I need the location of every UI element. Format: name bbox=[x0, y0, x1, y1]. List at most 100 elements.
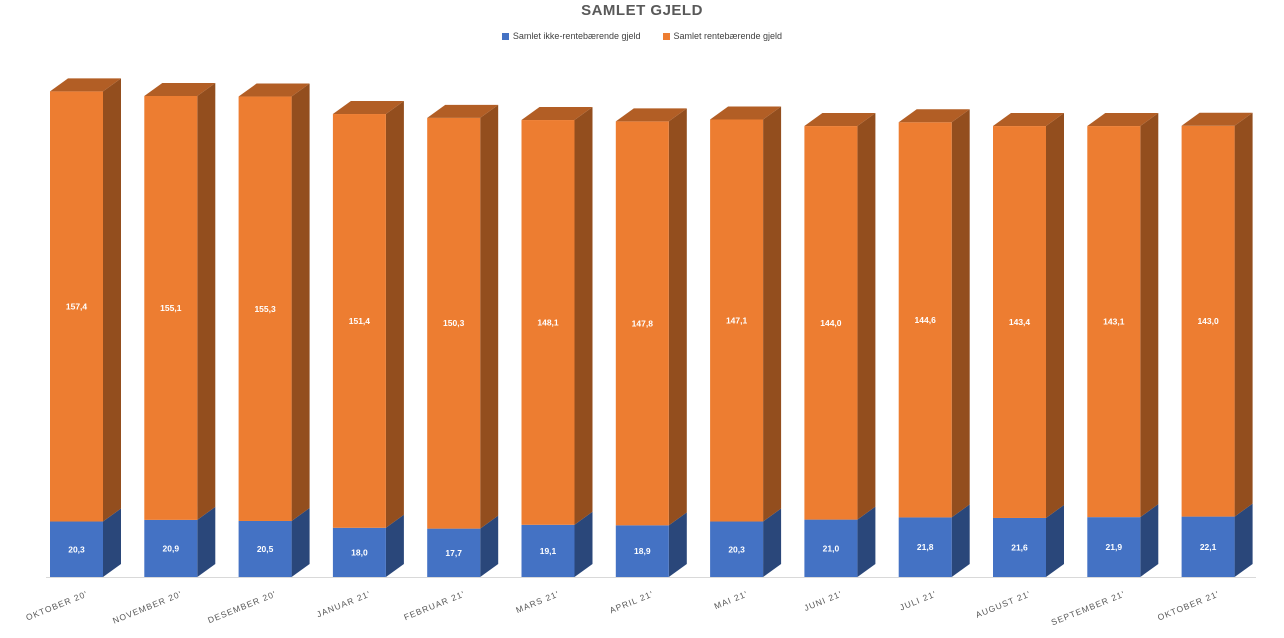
bar-top-2 bbox=[238, 83, 310, 97]
bar-side-non-interest-0 bbox=[103, 508, 121, 577]
bar-side-interest-4 bbox=[480, 104, 499, 529]
x-tick-label-3: JANUAR 21' bbox=[315, 589, 372, 620]
bar-top-3 bbox=[332, 101, 404, 115]
bar-side-non-interest-12 bbox=[1234, 503, 1253, 577]
bar-non-interest-6 bbox=[615, 525, 669, 577]
data-label-non-interest-6: 18,9 bbox=[634, 546, 651, 556]
bar-side-non-interest-5 bbox=[574, 511, 593, 577]
bar-side-interest-6 bbox=[668, 108, 687, 526]
bar-side-interest-10 bbox=[1046, 113, 1064, 518]
bar-side-interest-5 bbox=[574, 107, 593, 525]
legend-swatch-non-interest bbox=[501, 32, 509, 40]
data-label-non-interest-8: 21,0 bbox=[823, 543, 840, 553]
bar-side-interest-7 bbox=[763, 106, 782, 522]
data-label-interest-5: 148,1 bbox=[537, 317, 559, 327]
bar-side-interest-11 bbox=[1140, 113, 1159, 518]
data-label-non-interest-10: 21,6 bbox=[1011, 542, 1028, 552]
data-label-non-interest-1: 20,9 bbox=[163, 543, 180, 553]
bar-non-interest-10 bbox=[993, 517, 1046, 577]
data-label-non-interest-7: 20,3 bbox=[728, 544, 745, 554]
bar-interest-0 bbox=[50, 91, 103, 522]
data-label-interest-6: 147,8 bbox=[632, 318, 654, 328]
bar-top-12 bbox=[1181, 112, 1253, 126]
legend-label-non-interest: Samlet ikke-rentebærende gjeld bbox=[512, 31, 641, 41]
bar-side-interest-12 bbox=[1234, 112, 1253, 517]
data-label-non-interest-9: 21,8 bbox=[917, 542, 934, 552]
bar-side-interest-1 bbox=[197, 82, 216, 520]
data-label-interest-7: 147,1 bbox=[726, 316, 748, 326]
data-label-interest-4: 150,3 bbox=[443, 318, 465, 328]
legend-item-interest: Samlet rentebærende gjeld bbox=[662, 31, 783, 41]
chart-title: SAMLET GJELD bbox=[581, 2, 703, 19]
bar-interest-1 bbox=[144, 95, 198, 520]
x-tick-label-1: NOVEMBER 20' bbox=[111, 589, 183, 626]
bar-top-6 bbox=[615, 108, 687, 122]
bar-non-interest-2 bbox=[238, 520, 292, 577]
bar-side-non-interest-4 bbox=[480, 515, 499, 577]
x-tick-label-10: AUGUST 21' bbox=[974, 589, 1032, 620]
data-label-interest-3: 151,4 bbox=[349, 316, 371, 326]
bar-interest-3 bbox=[332, 114, 386, 528]
bar-top-10 bbox=[993, 113, 1064, 127]
legend: Samlet ikke-rentebærende gjeld Samlet re… bbox=[0, 31, 1284, 41]
bar-non-interest-8 bbox=[804, 519, 858, 577]
bar-non-interest-0 bbox=[50, 521, 103, 577]
bar-side-interest-9 bbox=[951, 109, 970, 518]
x-tick-label-5: MARS 21' bbox=[514, 589, 560, 616]
data-label-interest-12: 143,0 bbox=[1197, 316, 1219, 326]
data-label-interest-1: 155,1 bbox=[160, 303, 182, 313]
x-tick-label-11: SEPTEMBER 21' bbox=[1050, 589, 1127, 628]
data-label-non-interest-5: 19,1 bbox=[540, 546, 557, 556]
legend-label-interest: Samlet rentebærende gjeld bbox=[673, 31, 783, 41]
data-label-non-interest-0: 20,3 bbox=[68, 544, 85, 554]
bar-top-11 bbox=[1087, 113, 1159, 127]
bar-side-non-interest-3 bbox=[385, 514, 404, 577]
bar-top-0 bbox=[50, 78, 121, 92]
x-tick-label-12: OKTOBER 21' bbox=[1156, 589, 1221, 623]
bar-interest-8 bbox=[804, 126, 858, 520]
data-label-non-interest-11: 21,9 bbox=[1106, 542, 1123, 552]
bar-non-interest-7 bbox=[710, 521, 764, 577]
data-label-interest-11: 143,1 bbox=[1103, 317, 1125, 327]
bar-interest-5 bbox=[521, 120, 575, 525]
bar-interest-4 bbox=[427, 117, 481, 529]
bar-side-non-interest-1 bbox=[197, 506, 216, 577]
bar-non-interest-1 bbox=[144, 519, 198, 577]
bar-side-non-interest-2 bbox=[291, 507, 310, 577]
data-label-non-interest-2: 20,5 bbox=[257, 544, 274, 554]
bar-top-8 bbox=[804, 113, 876, 127]
bar-non-interest-9 bbox=[898, 517, 952, 577]
bar-top-4 bbox=[427, 104, 499, 118]
bar-non-interest-4 bbox=[427, 528, 481, 577]
bar-interest-9 bbox=[898, 122, 952, 518]
x-tick-label-6: APRIL 21' bbox=[608, 589, 655, 616]
bar-interest-12 bbox=[1181, 125, 1235, 517]
data-label-non-interest-3: 18,0 bbox=[351, 547, 368, 557]
bar-non-interest-12 bbox=[1181, 516, 1235, 577]
bar-interest-10 bbox=[993, 126, 1046, 518]
data-label-non-interest-12: 22,1 bbox=[1200, 542, 1217, 552]
x-tick-label-7: MAI 21' bbox=[713, 589, 750, 612]
bar-non-interest-3 bbox=[332, 527, 386, 577]
bar-side-interest-0 bbox=[103, 78, 121, 522]
bar-top-1 bbox=[144, 82, 216, 96]
data-label-interest-2: 155,3 bbox=[254, 304, 276, 314]
bar-side-non-interest-10 bbox=[1046, 504, 1064, 577]
x-tick-label-8: JUNI 21' bbox=[803, 589, 844, 613]
bar-top-9 bbox=[898, 109, 970, 123]
bar-side-interest-8 bbox=[857, 113, 876, 520]
bar-side-interest-2 bbox=[291, 83, 310, 521]
data-label-interest-8: 144,0 bbox=[820, 318, 842, 328]
bar-interest-2 bbox=[238, 96, 292, 521]
bar-interest-11 bbox=[1087, 126, 1141, 518]
data-label-interest-10: 143,4 bbox=[1009, 317, 1031, 327]
legend-swatch-interest bbox=[662, 32, 670, 40]
x-tick-label-2: DESEMBER 20' bbox=[206, 589, 278, 626]
bar-side-non-interest-6 bbox=[668, 512, 687, 577]
bar-interest-7 bbox=[710, 119, 764, 522]
bar-side-non-interest-11 bbox=[1140, 504, 1159, 577]
bar-interest-6 bbox=[615, 121, 669, 526]
data-label-interest-9: 144,6 bbox=[915, 315, 937, 325]
data-label-interest-0: 157,4 bbox=[66, 301, 88, 311]
